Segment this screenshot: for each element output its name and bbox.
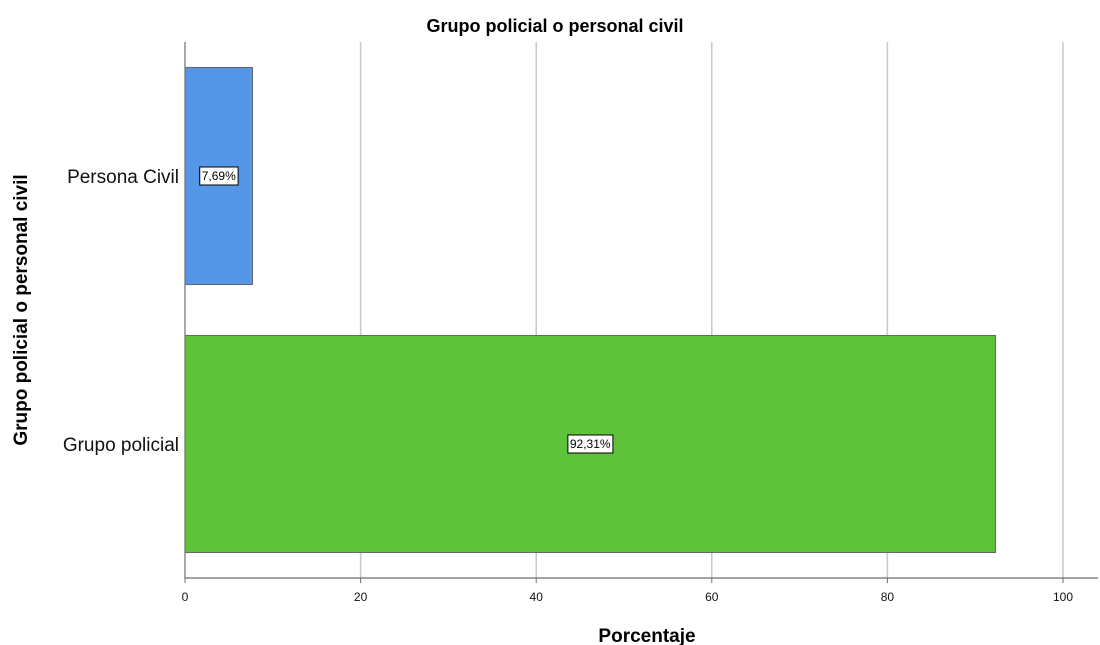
x-tick-label: 80	[881, 590, 895, 604]
data-label: 92,31%	[567, 434, 614, 454]
data-label-box	[567, 434, 614, 454]
x-axis-ticks: 0 20 40 60 80 100	[182, 578, 1073, 604]
data-label: 7,69%	[199, 166, 239, 186]
category-label: Persona Civil	[67, 167, 179, 188]
bars	[184, 66, 996, 554]
x-tick-label: 40	[530, 590, 544, 604]
data-label-text: 92,31%	[570, 437, 611, 451]
x-tick-label: 0	[182, 590, 189, 604]
data-label-box	[199, 166, 239, 186]
x-tick-label: 20	[354, 590, 368, 604]
data-labels: 7,69% 92,31%	[199, 166, 614, 454]
x-tick-label: 100	[1053, 590, 1073, 604]
y-axis-title: Grupo policial o personal civil	[11, 174, 32, 445]
x-axis-title: Porcentaje	[598, 626, 695, 645]
category-label: Grupo policial	[63, 435, 179, 456]
x-tick-label: 60	[705, 590, 719, 604]
category-labels: Persona Civil Grupo policial	[63, 167, 179, 456]
data-label-text: 7,69%	[202, 169, 236, 183]
chart-title: Grupo policial o personal civil	[426, 16, 683, 36]
